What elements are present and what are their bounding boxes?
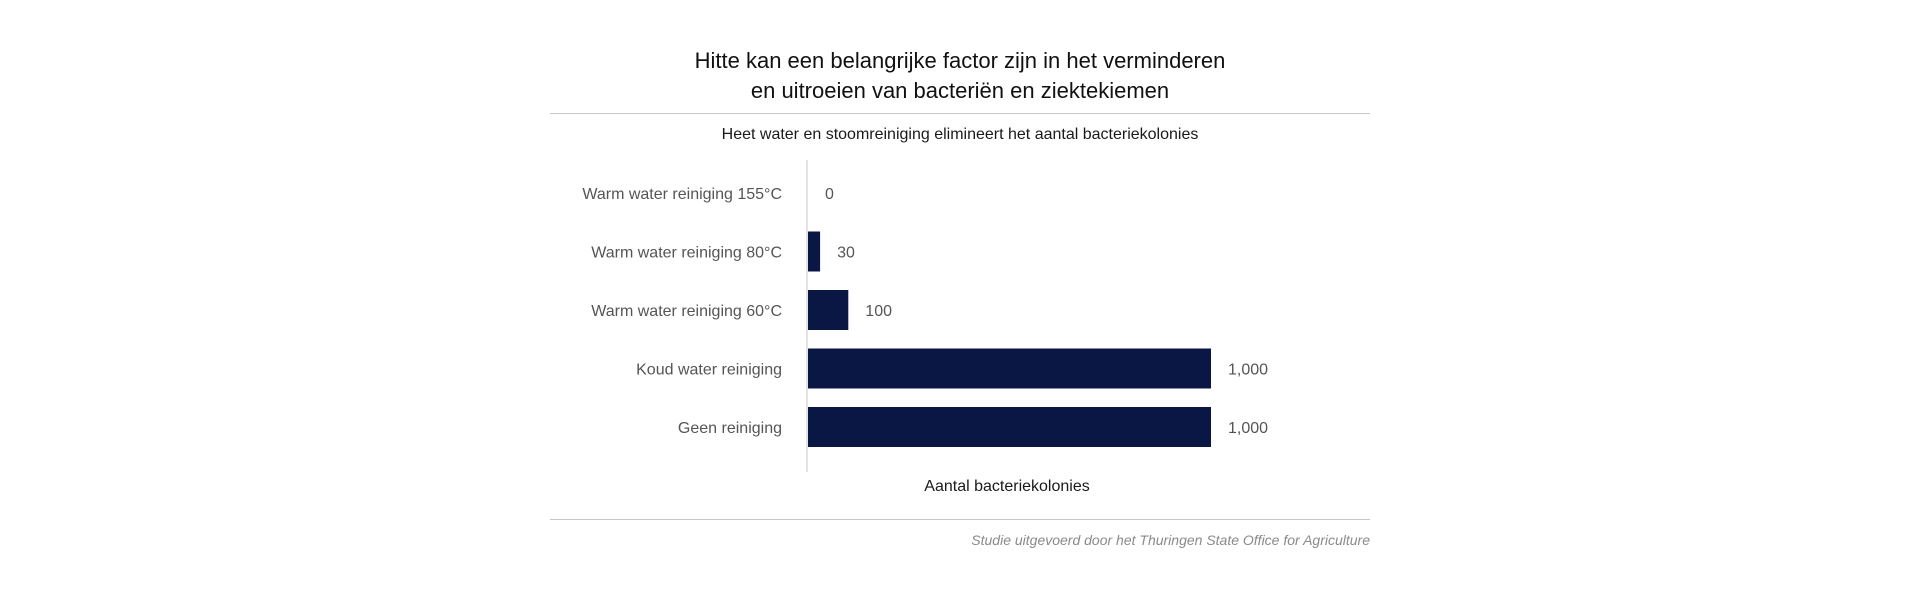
value-label: 30: [837, 245, 855, 262]
bottom-divider: [550, 519, 1370, 520]
top-divider: [550, 113, 1370, 114]
chart-title-line: Hitte kan een belangrijke factor zijn in…: [694, 48, 1226, 73]
category-label: Geen reiniging: [678, 420, 782, 437]
bar: [808, 407, 1211, 447]
x-axis-label: Aantal bacteriekolonies: [924, 478, 1090, 495]
source-note: Studie uitgevoerd door het Thuringen Sta…: [971, 532, 1370, 548]
value-label: 100: [865, 303, 892, 320]
category-label: Warm water reiniging 60°C: [591, 303, 782, 320]
category-label: Warm water reiniging 155°C: [582, 186, 782, 203]
category-label: Koud water reiniging: [636, 362, 782, 379]
chart-title: Hitte kan een belangrijke factor zijn in…: [550, 46, 1370, 106]
category-label: Warm water reiniging 80°C: [591, 245, 782, 262]
bar: [808, 231, 821, 272]
value-label: 1,000: [1228, 362, 1268, 379]
bar: [808, 290, 849, 330]
chart-title-line: en uitroeien van bacteriën en ziektekiem…: [750, 78, 1170, 103]
chart-subtitle: Heet water en stoomreiniging elimineert …: [721, 126, 1199, 143]
value-label: 0: [825, 186, 834, 203]
bar: [808, 348, 1211, 389]
value-label: 1,000: [1228, 420, 1268, 437]
